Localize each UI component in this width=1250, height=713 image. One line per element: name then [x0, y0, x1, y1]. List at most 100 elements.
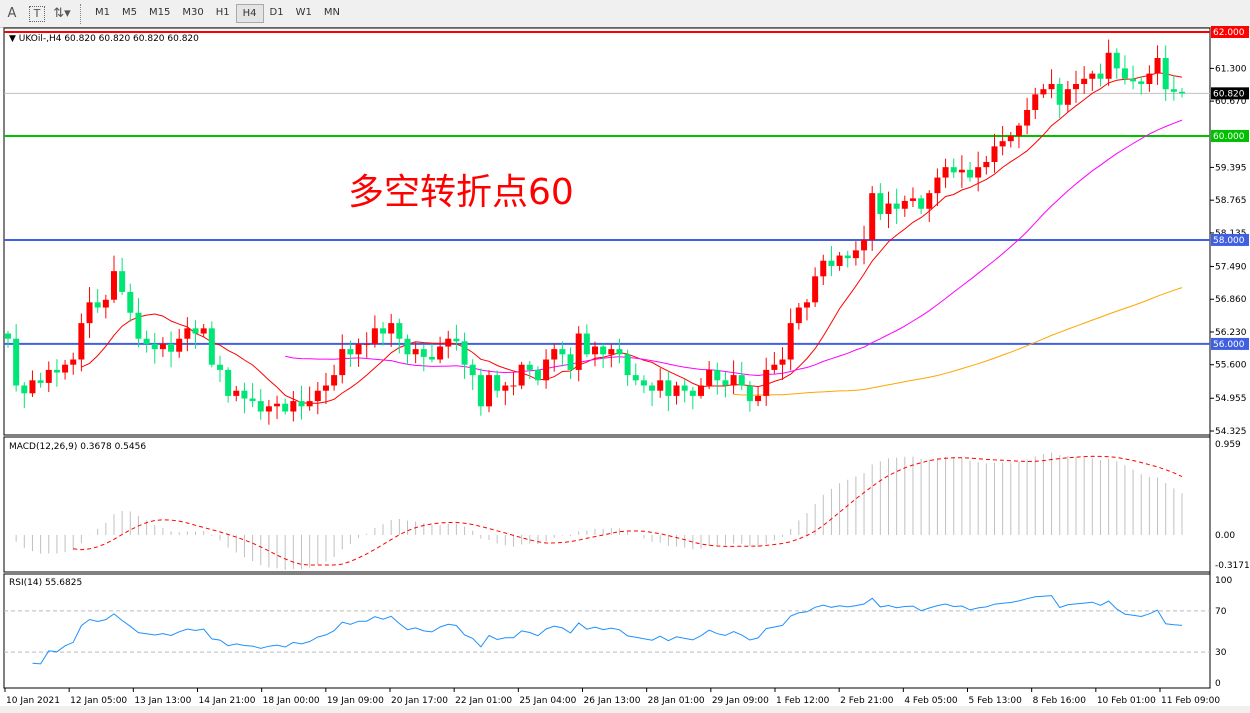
time-tick-label: 10 Jan 2021	[6, 696, 60, 706]
timeframe-h1[interactable]: H1	[215, 7, 230, 18]
timeframe-m1[interactable]: M1	[95, 7, 110, 18]
macd-panel	[3, 436, 1211, 573]
time-tick-label: 18 Jan 00:00	[263, 696, 320, 706]
bull-candle	[1048, 83, 1055, 90]
arrows-icon[interactable]: ⇅▾	[53, 6, 71, 21]
bear-candle	[714, 369, 721, 381]
bull-candle	[657, 380, 664, 391]
bull-candle	[697, 385, 704, 396]
bull-candle	[755, 395, 762, 402]
bull-candle	[771, 364, 778, 370]
level-label: 62.000	[1213, 28, 1245, 38]
timeframe-h4[interactable]: H4	[235, 4, 264, 23]
bull-candle	[673, 385, 680, 396]
price-tick-label: 54.955	[1215, 394, 1247, 404]
bull-candle	[437, 346, 444, 360]
bull-candle	[1024, 109, 1031, 126]
bull-candle	[885, 203, 892, 214]
time-tick-label: 25 Jan 04:00	[519, 696, 576, 706]
bear-candle	[967, 169, 974, 178]
ma-slow-line	[733, 287, 1183, 396]
text-label-icon[interactable]: T	[29, 5, 45, 22]
timeframe-m15[interactable]: M15	[149, 7, 171, 18]
bear-candle	[1121, 68, 1128, 79]
bull-candle	[975, 167, 982, 178]
horizontal-scrollbar	[0, 706, 1250, 713]
timeframe-m5[interactable]: M5	[122, 7, 137, 18]
bear-candle	[192, 328, 199, 334]
bull-candle	[934, 177, 941, 194]
bull-candle	[45, 369, 52, 383]
bull-candle	[852, 250, 859, 259]
bull-candle	[510, 385, 517, 387]
bear-candle	[877, 193, 884, 214]
bear-candle	[1056, 83, 1063, 105]
bull-candle	[608, 349, 615, 355]
price-tick-label: 60.670	[1215, 97, 1247, 107]
bear-candle	[1179, 91, 1185, 94]
time-tick-label: 28 Jan 01:00	[648, 696, 705, 706]
bull-candle	[983, 161, 990, 168]
bear-candle	[624, 354, 631, 376]
time-tick-label: 2 Feb 21:00	[840, 696, 894, 706]
bear-candle	[257, 401, 264, 412]
bull-candle	[958, 169, 965, 173]
bear-candle	[428, 356, 435, 360]
bull-candle	[1040, 89, 1047, 95]
bull-candle	[70, 359, 77, 365]
bull-candle	[233, 390, 240, 396]
macd-axis-label: 0.00	[1215, 531, 1235, 541]
bull-candle	[836, 255, 843, 266]
bear-candle	[559, 349, 566, 355]
bear-candle	[453, 338, 460, 342]
price-tick-label: 54.325	[1215, 427, 1247, 437]
bear-candle	[21, 385, 28, 394]
bear-candle	[1162, 57, 1169, 90]
main-panel	[3, 27, 1211, 436]
bull-candle	[1089, 73, 1096, 79]
bull-candle	[820, 260, 827, 277]
price-tick-label: 61.300	[1215, 64, 1247, 74]
timeframe-m30[interactable]: M30	[182, 7, 204, 18]
bull-candle	[803, 302, 810, 308]
bull-candle	[942, 167, 949, 178]
time-tick-label: 12 Jan 05:00	[70, 696, 127, 706]
bull-candle	[592, 346, 598, 355]
macd-axis-label: -0.3171	[1215, 561, 1250, 571]
bull-candle	[274, 403, 281, 407]
bear-candle	[143, 338, 150, 344]
bear-candle	[600, 346, 607, 355]
bear-candle	[950, 167, 957, 173]
bull-candle	[795, 307, 802, 324]
bear-candle	[151, 343, 158, 350]
bull-candle	[110, 271, 117, 300]
bear-candle	[665, 380, 672, 396]
bear-candle	[616, 349, 623, 355]
bull-candle	[926, 193, 933, 209]
time-tick-label: 11 Feb 09:00	[1161, 696, 1220, 706]
rsi-line	[32, 595, 1183, 665]
timeframe-mn[interactable]: MN	[323, 7, 340, 18]
bull-candle	[331, 375, 338, 386]
price-tick-label: 57.490	[1215, 262, 1247, 272]
bull-candle	[901, 200, 908, 209]
bull-candle	[102, 299, 109, 308]
bull-candle	[388, 323, 395, 334]
level-badge	[1211, 233, 1249, 246]
bull-candle	[991, 146, 998, 162]
price-tick-label: 56.860	[1215, 295, 1247, 305]
timeframe-w1[interactable]: W1	[295, 7, 312, 18]
bear-candle	[567, 354, 574, 370]
text-icon[interactable]: A	[7, 6, 17, 21]
rsi-axis-label: 0	[1215, 679, 1221, 689]
bull-candle	[1032, 94, 1039, 110]
bull-candle	[486, 375, 493, 407]
bull-candle	[62, 364, 69, 373]
bull-candle	[371, 328, 378, 344]
timeframe-d1[interactable]: D1	[269, 7, 284, 18]
bear-candle	[1113, 52, 1120, 69]
time-tick-label: 10 Feb 01:00	[1097, 696, 1156, 706]
time-tick-label: 5 Feb 13:00	[969, 696, 1023, 706]
bear-candle	[380, 328, 387, 334]
